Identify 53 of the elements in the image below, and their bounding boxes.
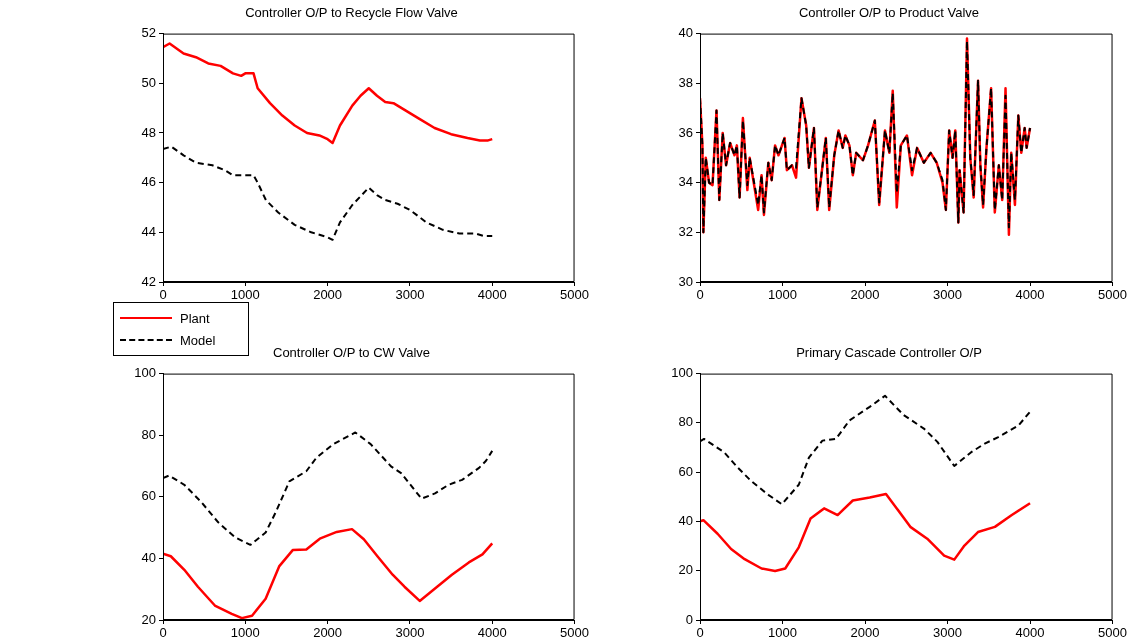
- x-tick-label: 2000: [850, 625, 880, 641]
- x-tick-label: 3000: [933, 287, 962, 303]
- legend-label: Plant: [180, 310, 210, 326]
- x-tick-label: 4000: [1015, 625, 1045, 641]
- y-tick-label: 42: [141, 273, 156, 289]
- x-tick-label: 0: [159, 287, 167, 303]
- x-tick-label: 0: [696, 287, 704, 303]
- y-tick-label: 60: [141, 488, 156, 504]
- y-tick-label: 30: [678, 273, 693, 289]
- y-tick-label: 100: [671, 365, 693, 381]
- chart-title: Controller O/P to Product Valve: [798, 5, 980, 21]
- x-tick-label: 1000: [768, 625, 797, 641]
- x-tick-label: 1000: [230, 625, 260, 641]
- x-tick-label: 3000: [395, 625, 425, 641]
- x-tick-label: 2000: [313, 287, 343, 303]
- y-tick-label: 36: [678, 124, 693, 140]
- x-tick-label: 5000: [560, 287, 589, 303]
- y-tick-label: 20: [678, 562, 693, 578]
- y-tick-label: 80: [678, 414, 693, 430]
- legend-label: Model: [180, 332, 216, 348]
- x-tick-label: 0: [696, 625, 704, 641]
- y-tick-label: 48: [141, 124, 156, 140]
- chart-title: Primary Cascade Controller O/P: [796, 345, 982, 361]
- y-tick-label: 40: [141, 549, 156, 565]
- y-tick-label: 20: [141, 611, 156, 627]
- y-tick-label: 50: [141, 74, 156, 90]
- x-tick-label: 3000: [395, 287, 425, 303]
- chart-title: Controller O/P to Recycle Flow Valve: [245, 5, 458, 21]
- x-tick-label: 4000: [477, 287, 507, 303]
- x-tick-label: 2000: [850, 287, 880, 303]
- y-tick-label: 0: [685, 611, 693, 627]
- y-tick-label: 80: [141, 426, 156, 442]
- x-tick-label: 5000: [1098, 625, 1127, 641]
- x-tick-label: 2000: [313, 625, 343, 641]
- y-tick-label: 100: [134, 365, 156, 381]
- x-tick-label: 4000: [1015, 287, 1045, 303]
- x-tick-label: 5000: [1098, 287, 1127, 303]
- y-tick-label: 32: [678, 223, 693, 239]
- y-tick-label: 44: [141, 223, 156, 239]
- x-tick-label: 1000: [768, 287, 797, 303]
- x-tick-label: 1000: [230, 287, 260, 303]
- x-tick-label: 3000: [933, 625, 962, 641]
- y-tick-label: 40: [678, 25, 693, 41]
- y-tick-label: 34: [678, 174, 693, 190]
- y-tick-label: 38: [678, 74, 693, 90]
- x-tick-label: 0: [159, 625, 167, 641]
- y-tick-label: 52: [141, 25, 156, 41]
- x-tick-label: 5000: [560, 625, 589, 641]
- y-tick-label: 46: [141, 174, 156, 190]
- y-tick-label: 60: [678, 463, 693, 479]
- x-tick-label: 4000: [477, 625, 507, 641]
- y-tick-label: 40: [678, 513, 693, 529]
- chart-title: Controller O/P to CW Valve: [272, 345, 431, 361]
